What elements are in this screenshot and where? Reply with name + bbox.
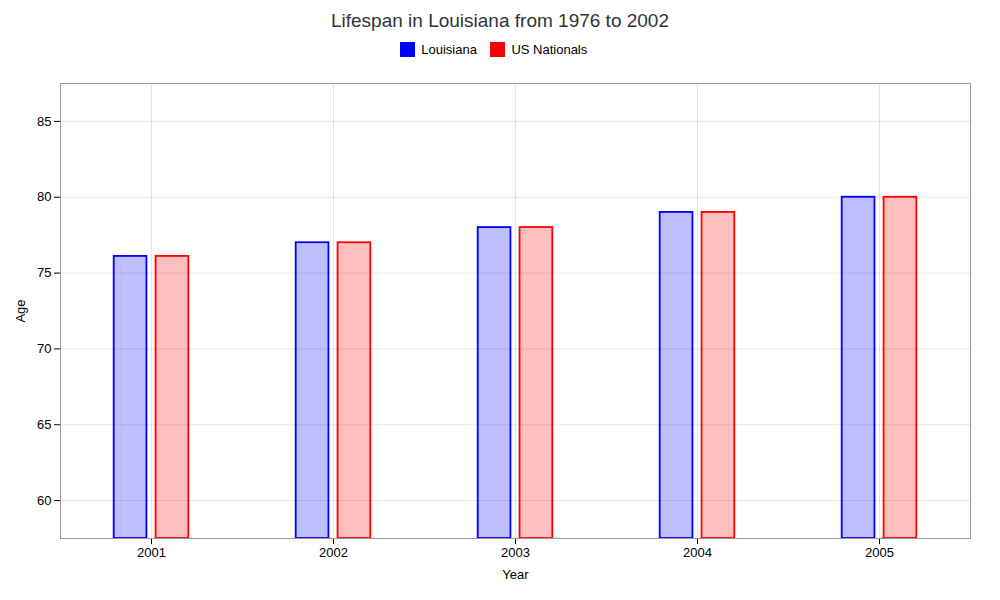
svg-text:2002: 2002 (319, 545, 348, 560)
html-text:US Nationals: US Nationals (511, 42, 588, 58)
svg-text:2003: 2003 (501, 545, 530, 560)
svg-text:65: 65 (37, 417, 51, 432)
svg-text:2001: 2001 (137, 545, 166, 560)
svg-text:60: 60 (37, 493, 51, 508)
svg-text:80: 80 (37, 189, 51, 204)
svg-text:2005: 2005 (865, 545, 894, 560)
html-text:Lifespan in Louisiana from 197: Lifespan in Louisiana from 1976 to 2002 (331, 10, 669, 31)
svg-text:Age: Age (13, 299, 28, 322)
svg-text:85: 85 (37, 114, 51, 129)
svg-text:70: 70 (37, 341, 51, 356)
svg-text:Year: Year (502, 567, 529, 582)
svg-text:2004: 2004 (683, 545, 712, 560)
html-text:Louisiana: Louisiana (421, 42, 477, 58)
svg-text:75: 75 (37, 265, 51, 280)
